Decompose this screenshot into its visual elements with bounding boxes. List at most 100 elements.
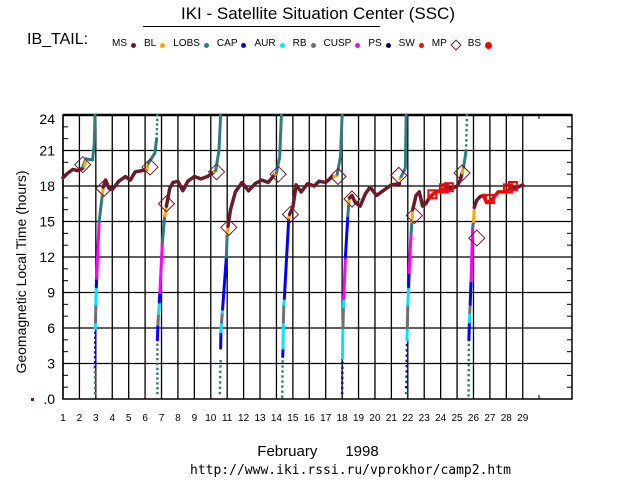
track-dot-lobs (467, 379, 470, 382)
track-dot-cap (405, 364, 408, 368)
x-tick-label: 10 (205, 413, 217, 424)
track-dot-lobs (155, 137, 158, 140)
track-lobs (346, 202, 351, 218)
track-dot-lobs (93, 376, 97, 379)
origin-marker-icon (31, 398, 34, 401)
track-dot-lobs (465, 113, 469, 117)
track-lobs (335, 113, 344, 176)
track-dot-lobs (219, 365, 222, 368)
track-dot-cap (341, 376, 344, 380)
track-aur (406, 285, 411, 306)
x-axis-year: 1998 (345, 443, 379, 460)
x-tick-label: 3 (93, 413, 99, 424)
x-tick-label: 5 (126, 413, 132, 424)
track-cusp (469, 225, 475, 283)
legend-label: SW (398, 37, 415, 49)
track-dot-lobs (218, 386, 222, 389)
mp-crossing-marker (329, 167, 347, 186)
track-dot-cap (94, 336, 97, 339)
track-dot-lobs (467, 368, 470, 372)
track-dot-lobs (93, 386, 97, 390)
track-dot-lobs (281, 365, 284, 368)
legend-item-aur: AUR (254, 38, 285, 49)
track-lobs (274, 113, 283, 175)
track-dot-cap (94, 331, 97, 335)
track-dot-lobs (467, 348, 471, 352)
legend-marker-icon (203, 43, 209, 48)
x-tick-label: 9 (192, 413, 198, 424)
track-dot-cap (405, 359, 408, 363)
track-dot-cap (405, 349, 409, 352)
track-dot-lobs (93, 371, 97, 374)
track-ms (226, 172, 277, 228)
mp-crossing-marker (281, 205, 300, 224)
track-dot-lobs (93, 381, 97, 384)
track-dot-cap (405, 370, 408, 373)
track-lobs (160, 214, 167, 245)
track-bl (471, 205, 476, 223)
track-dot-lobs (281, 360, 284, 363)
track-cusp (407, 231, 413, 274)
satellite-label: IB_TAIL: (27, 31, 89, 48)
x-axis-label: February 1998 (0, 443, 636, 460)
y-tick-label: 15 (39, 214, 55, 230)
track-dot-lobs (467, 353, 470, 357)
track-dot-lobs (281, 390, 284, 393)
track-dot-cap (93, 356, 97, 359)
track-dot-cap (93, 360, 97, 364)
x-tick-label: 7 (159, 413, 165, 424)
track-dot-lobs (156, 391, 159, 395)
track-dot-cap (405, 343, 409, 347)
legend-item-lobs: LOBS (173, 38, 209, 49)
track-cap (282, 216, 291, 300)
track-dot-lobs (156, 377, 159, 380)
track-dot-lobs (465, 134, 468, 137)
track-rb (220, 311, 224, 324)
legend-marker-icon (160, 43, 166, 48)
track-dot-cap (93, 351, 97, 354)
track-dot-lobs (219, 359, 222, 363)
legend-marker-icon (310, 43, 316, 48)
track-dot-cap (341, 361, 344, 364)
legend-label: CUSP (323, 37, 352, 49)
bs-crossing-marker (443, 182, 454, 193)
legend-marker-icon (385, 43, 391, 48)
x-tick-label: 2 (77, 413, 83, 424)
x-tick-label: 17 (320, 413, 332, 424)
track-dot-lobs (218, 391, 222, 395)
track-dot-lobs (155, 128, 159, 131)
track-dot-lobs (281, 370, 284, 373)
track-cusp (95, 220, 101, 280)
y-tick-label: 12 (39, 249, 55, 265)
track-aur (219, 320, 224, 334)
title-underline (143, 26, 380, 27)
track-ms (410, 190, 431, 212)
legend-marker-icon (279, 43, 285, 48)
legend-item-cusp: CUSP (324, 38, 361, 49)
x-tick-label: 1 (60, 413, 66, 424)
x-tick-label: 14 (271, 413, 283, 424)
legend-label: MS (112, 37, 127, 49)
track-bl (82, 159, 88, 168)
track-dot-lobs (467, 363, 470, 367)
track-cusp (342, 255, 347, 300)
x-axis-month: February (257, 443, 318, 460)
track-dot-lobs (219, 370, 222, 373)
x-tick-label: 19 (353, 413, 365, 424)
track-dot-lobs (156, 343, 159, 346)
x-tick-label: 11 (222, 413, 233, 424)
track-dot-lobs (93, 391, 97, 395)
track-dot-lobs (467, 374, 470, 377)
x-tick-label: 18 (337, 413, 349, 424)
track-rb (156, 312, 161, 326)
track-dot-cap (405, 380, 408, 384)
x-tick-label: 25 (452, 413, 464, 424)
track-bl (410, 208, 415, 223)
track-lobs (214, 113, 223, 173)
track-dot-lobs (156, 348, 159, 351)
legend-marker-icon (418, 43, 424, 48)
track-dot-lobs (467, 389, 470, 392)
track-dot-lobs (155, 123, 159, 126)
track-ms (472, 193, 486, 210)
